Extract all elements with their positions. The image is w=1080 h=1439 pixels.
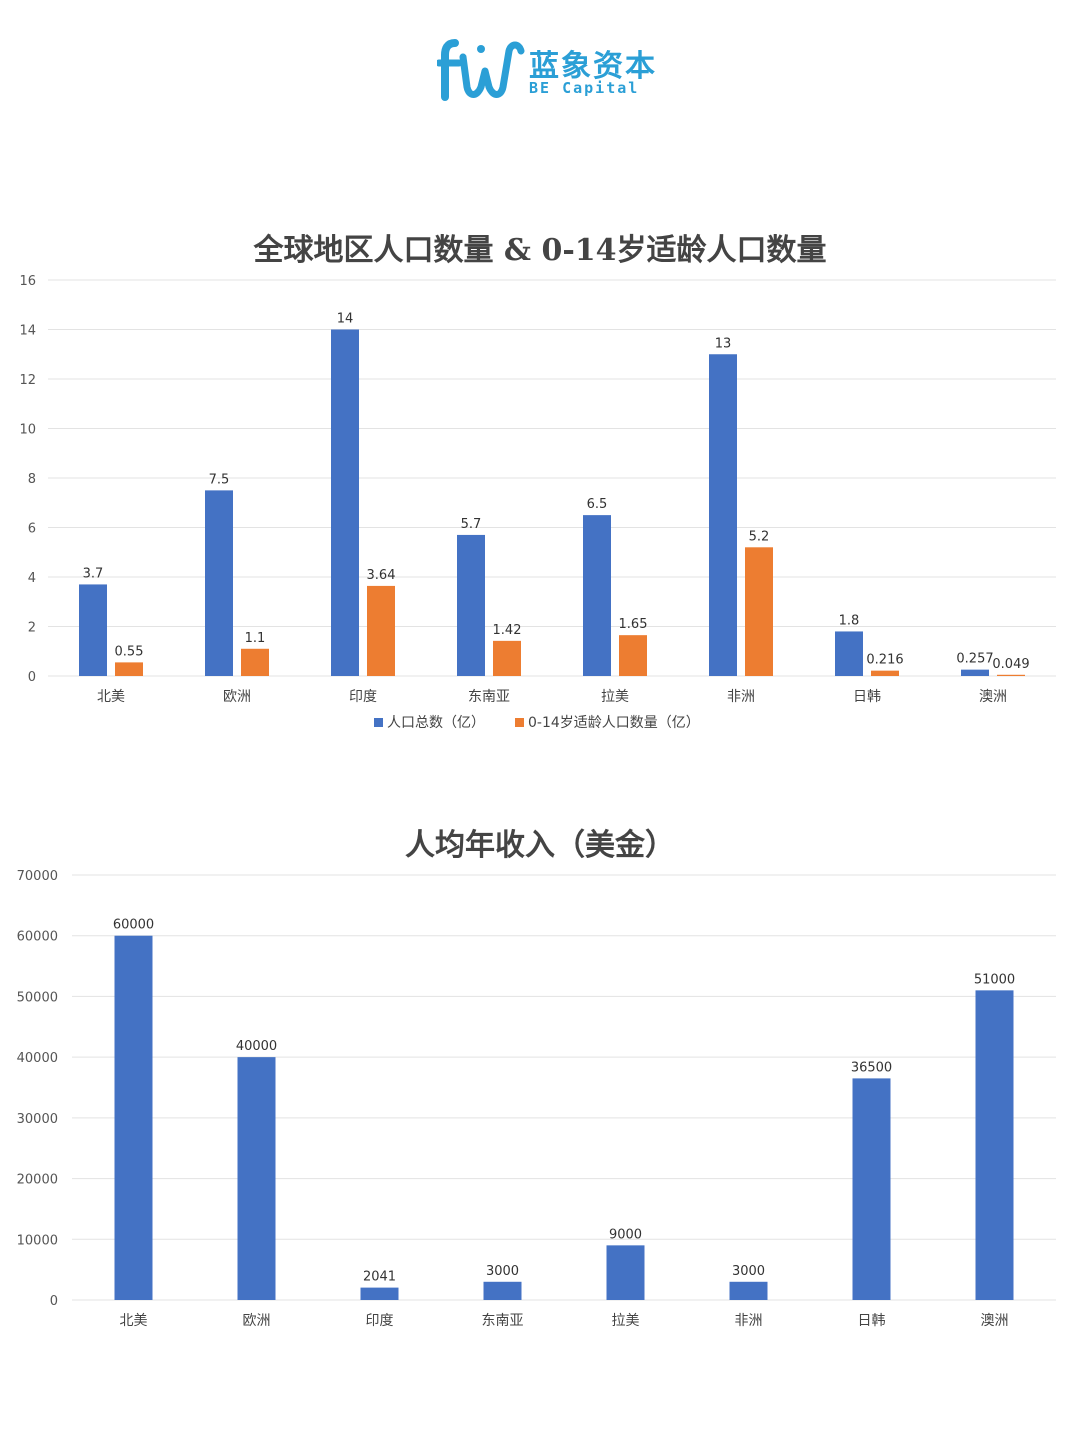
bar [115, 662, 143, 676]
data-label: 9000 [609, 1227, 642, 1242]
data-label: 1.1 [245, 631, 266, 646]
brand-name-cn: 蓝象资本 [529, 49, 657, 84]
y-tick-label: 60000 [17, 930, 58, 945]
legend-label: 0-14岁适龄人口数量（亿） [528, 715, 700, 731]
data-label: 0.216 [866, 653, 903, 668]
data-label: 1.65 [619, 617, 648, 632]
elephant-fw-logo-icon [435, 39, 525, 101]
y-tick-label: 0 [50, 1294, 58, 1309]
data-label: 3.64 [367, 568, 396, 583]
data-label: 14 [337, 312, 354, 327]
bar [483, 1281, 522, 1300]
bar [871, 670, 899, 676]
y-tick-label: 4 [28, 571, 36, 586]
x-tick-label: 拉美 [601, 689, 629, 705]
bar [205, 490, 233, 676]
x-tick-label: 拉美 [612, 1313, 640, 1329]
income-chart: 0 10000 20000 30000 40000 50000 60000 70000 北美 60… [17, 869, 1056, 1329]
x-tick-label: 东南亚 [482, 1313, 524, 1329]
bar [997, 674, 1025, 676]
y-tick-label: 2 [28, 621, 36, 636]
data-label: 40000 [236, 1039, 277, 1054]
y-tick-label: 40000 [17, 1051, 58, 1066]
x-tick-label: 欧洲 [243, 1313, 271, 1329]
x-tick-label: 非洲 [727, 689, 755, 705]
data-label: 3.7 [83, 566, 104, 581]
bar [961, 669, 989, 676]
data-label: 6.5 [587, 497, 608, 512]
bar [79, 584, 107, 676]
bar [835, 631, 863, 676]
data-label: 0.257 [956, 652, 993, 667]
chart-2-title: 人均年收入（美金） [405, 828, 675, 863]
bar [729, 1281, 768, 1300]
x-tick-label: 印度 [366, 1313, 394, 1329]
data-label: 36500 [851, 1060, 892, 1075]
legend-swatch [515, 718, 524, 727]
y-tick-label: 30000 [17, 1112, 58, 1127]
brand-logo: 蓝象资本 BE Capital [435, 35, 657, 105]
data-label: 5.7 [461, 517, 482, 532]
y-tick-label: 0 [28, 670, 36, 685]
legend-swatch [374, 718, 383, 727]
data-label: 3000 [486, 1264, 519, 1279]
x-tick-label: 北美 [97, 689, 125, 705]
bar [606, 1245, 645, 1300]
bar [114, 935, 153, 1300]
bar [583, 515, 611, 676]
x-tick-label: 澳洲 [979, 689, 1007, 705]
data-label: 2041 [363, 1270, 396, 1285]
data-label: 0.049 [992, 657, 1029, 672]
x-tick-label: 非洲 [735, 1313, 763, 1329]
data-label: 7.5 [209, 472, 230, 487]
y-tick-label: 20000 [17, 1173, 58, 1188]
bar [241, 648, 269, 676]
y-tick-label: 12 [19, 373, 36, 388]
data-label: 60000 [113, 918, 154, 933]
bar [619, 635, 647, 676]
y-tick-label: 16 [19, 274, 36, 289]
x-tick-label: 印度 [349, 689, 377, 705]
data-label: 13 [715, 336, 732, 351]
bar [745, 547, 773, 676]
data-label: 1.42 [493, 623, 522, 638]
data-label: 3000 [732, 1264, 765, 1279]
bar [852, 1078, 891, 1300]
x-tick-label: 东南亚 [468, 689, 510, 705]
y-tick-label: 8 [28, 472, 36, 487]
y-tick-label: 70000 [17, 869, 58, 884]
data-label: 0.55 [115, 644, 144, 659]
x-tick-label: 北美 [120, 1313, 148, 1329]
bar [709, 354, 737, 676]
legend-label: 人口总数（亿） [387, 715, 485, 731]
bar [367, 585, 395, 676]
y-tick-label: 14 [19, 324, 36, 339]
data-label: 5.2 [749, 529, 770, 544]
y-tick-label: 50000 [17, 990, 58, 1005]
data-label: 51000 [974, 972, 1015, 987]
y-tick-label: 6 [28, 522, 36, 537]
bar [493, 640, 521, 676]
chart-1-title: 全球地区人口数量 & 0-14岁适龄人口数量 [253, 233, 827, 268]
y-tick-label: 10000 [17, 1233, 58, 1248]
bar [360, 1287, 399, 1300]
data-label: 1.8 [839, 613, 860, 628]
x-tick-label: 日韩 [858, 1313, 886, 1329]
y-tick-label: 10 [19, 423, 36, 438]
brand-name-en: BE Capital [529, 79, 640, 97]
x-tick-label: 澳洲 [981, 1313, 1009, 1329]
x-tick-label: 欧洲 [223, 689, 251, 705]
x-tick-label: 日韩 [853, 689, 881, 705]
bar [975, 990, 1014, 1300]
bar [331, 329, 359, 676]
bar [237, 1057, 276, 1300]
bar [457, 534, 485, 676]
population-chart: 0 2 4 6 8 10 12 14 16 北美 3.7 0.55 欧洲 7.5 1.1 印度 14 3.64 东南… [19, 274, 1056, 731]
